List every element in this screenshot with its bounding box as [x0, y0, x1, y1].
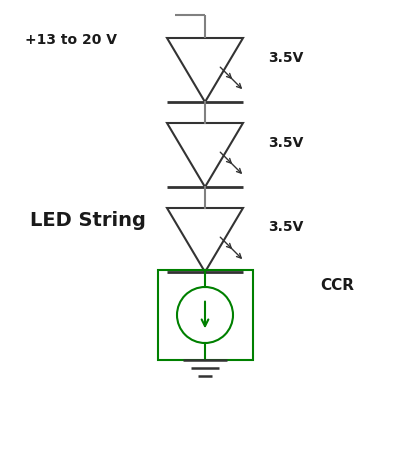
- Text: 3.5V: 3.5V: [268, 220, 303, 234]
- Text: LED String: LED String: [30, 211, 146, 229]
- Bar: [158, 270, 253, 360]
- Text: 3.5V: 3.5V: [268, 51, 303, 65]
- Text: +13 to 20 V: +13 to 20 V: [25, 33, 117, 47]
- Text: CCR: CCR: [320, 278, 354, 293]
- Text: 3.5V: 3.5V: [268, 136, 303, 150]
